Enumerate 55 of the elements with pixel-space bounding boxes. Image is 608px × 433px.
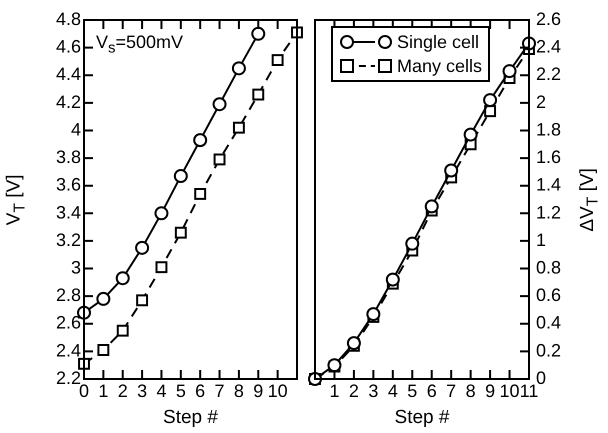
y-tick-label: 2.8 [56, 285, 81, 306]
y-tick-label: 3.2 [56, 230, 81, 250]
y-tick-label: 4.8 [56, 8, 81, 29]
x-tick-label: 6 [426, 380, 437, 401]
y-tick-label: 3.4 [56, 202, 81, 222]
annotation: V$_{s}$=500mV [96, 32, 184, 57]
y2-tick-label: 0 [536, 368, 546, 388]
y2-tick-label: 1.4 [536, 174, 562, 195]
y-tick-label: 2.2 [56, 368, 81, 388]
x-axis-title: Step # [163, 406, 218, 428]
x-tick-label: 5 [407, 380, 418, 401]
x-tick-label: 6 [195, 380, 206, 401]
x-tick-label: 3 [368, 380, 378, 401]
x-tick-label: 2 [348, 380, 359, 401]
y-tick-label: 3 [70, 258, 81, 278]
x-tick-label: 9 [253, 380, 264, 401]
x-axis-title: Step # [394, 406, 450, 428]
legend-label: Single cell [397, 32, 480, 52]
y2-tick-label: 1.6 [536, 147, 562, 168]
y2-tick-label: 1 [536, 230, 546, 250]
y2-tick-label: 0.8 [536, 258, 562, 278]
x-tick-label: 11 [520, 380, 538, 401]
x-tick-label: 5 [176, 380, 186, 401]
y-tick-label: 4.4 [56, 64, 81, 84]
x-tick-label: 9 [485, 380, 496, 401]
x-tick-label: 2 [118, 380, 128, 401]
y2-tick-label: 2 [536, 92, 546, 112]
x-tick-label: 7 [214, 380, 225, 401]
y-tick-label: 2.6 [56, 312, 81, 333]
x-tick-label: 1 [98, 380, 108, 401]
y2-tick-label: 0.6 [536, 285, 562, 306]
x-tick-label: 7 [446, 380, 456, 401]
x-tick-label: 8 [466, 380, 476, 401]
y-tick-label: 4 [70, 119, 81, 140]
x-tick-label: 8 [234, 380, 244, 401]
y-tick-label: 3.6 [56, 174, 81, 195]
y2-tick-label: 1.8 [536, 119, 562, 140]
y2-tick-label: 2.4 [536, 36, 562, 57]
x-tick-label: 4 [156, 380, 166, 401]
y2-tick-label: 2.6 [536, 8, 562, 29]
x-tick-label: 10 [268, 380, 288, 401]
x-tick-label: 4 [388, 380, 398, 401]
y-tick-label: 4.2 [56, 92, 81, 112]
x-tick-label: 3 [137, 380, 148, 401]
y-tick-label: 2.4 [56, 340, 81, 360]
x-tick-label: 1 [329, 380, 340, 401]
x-tick-label: 0 [78, 380, 90, 401]
y-tick-label: 3.8 [56, 147, 81, 168]
y-tick-label: 4.6 [56, 36, 81, 57]
y2-tick-label: 0.2 [536, 340, 562, 360]
y2-tick-label: 2.2 [536, 64, 562, 84]
legend-label: Many cells [397, 56, 482, 76]
y2-tick-label: 1.2 [536, 202, 562, 222]
x-tick-label: 10 [500, 380, 520, 401]
y2-tick-label: 0.4 [536, 312, 562, 333]
